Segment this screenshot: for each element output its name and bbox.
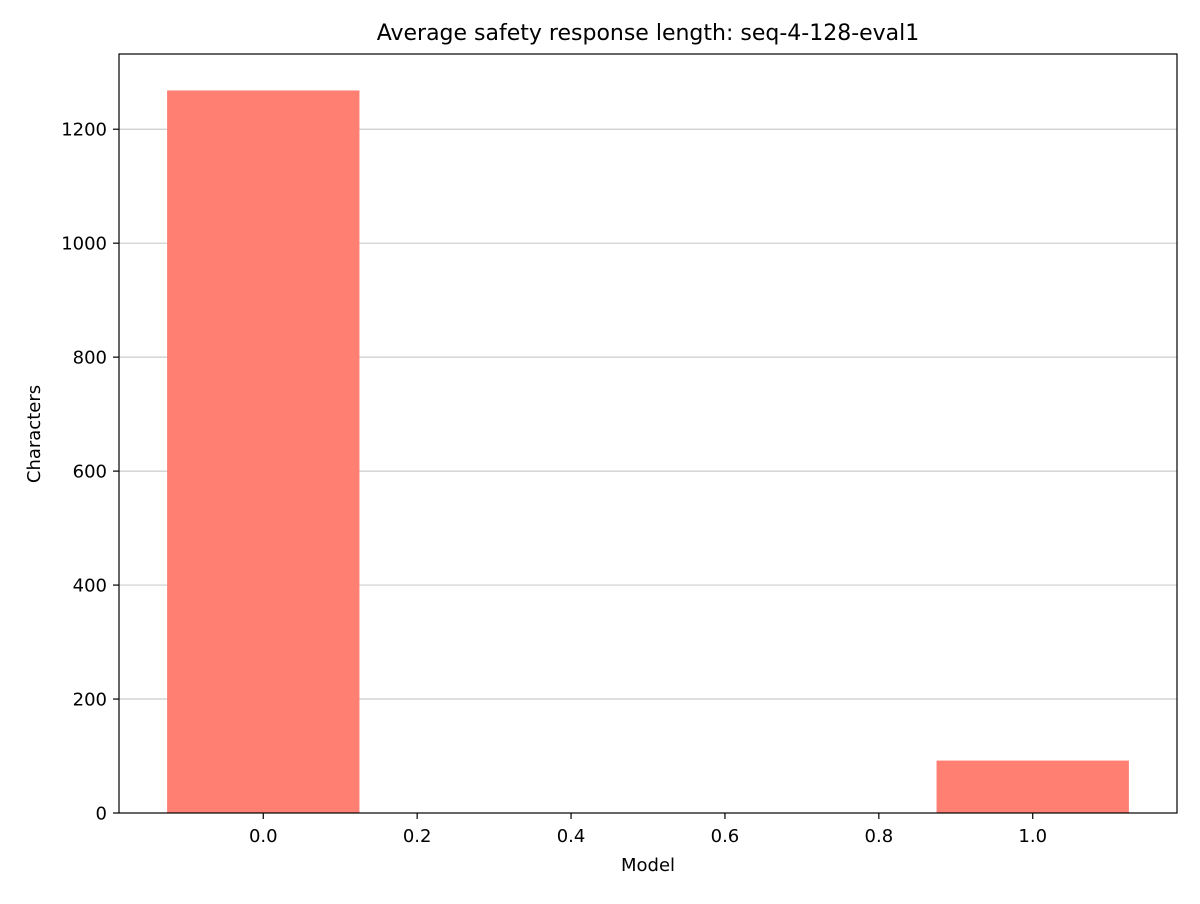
bar xyxy=(167,90,360,814)
y-tick-label: 1000 xyxy=(61,234,107,255)
y-tick-label: 600 xyxy=(73,462,107,483)
x-tick-label: 1.0 xyxy=(1018,826,1047,847)
x-tick-label: 0.6 xyxy=(711,826,740,847)
x-tick-label: 0.8 xyxy=(865,826,894,847)
x-tick-label: 0.2 xyxy=(403,826,432,847)
bar xyxy=(936,760,1129,813)
x-tick-label: 0.0 xyxy=(249,826,278,847)
y-tick-label: 0 xyxy=(96,804,107,825)
y-tick-label: 800 xyxy=(73,348,107,369)
x-axis-ticks: 0.0 0.2 0.4 0.6 0.8 1.0 xyxy=(249,813,1047,847)
y-axis-label: Characters xyxy=(24,385,45,483)
y-axis-ticks: 0 200 400 600 800 1000 1200 xyxy=(61,120,119,825)
x-tick-label: 0.4 xyxy=(557,826,586,847)
chart-title: Average safety response length: seq-4-12… xyxy=(377,21,920,46)
y-tick-label: 200 xyxy=(73,690,107,711)
y-tick-label: 1200 xyxy=(61,120,107,141)
plot-frame xyxy=(118,53,1178,814)
x-axis-label: Model xyxy=(621,855,675,876)
bar-layer xyxy=(167,90,1129,814)
y-tick-label: 400 xyxy=(73,576,107,597)
